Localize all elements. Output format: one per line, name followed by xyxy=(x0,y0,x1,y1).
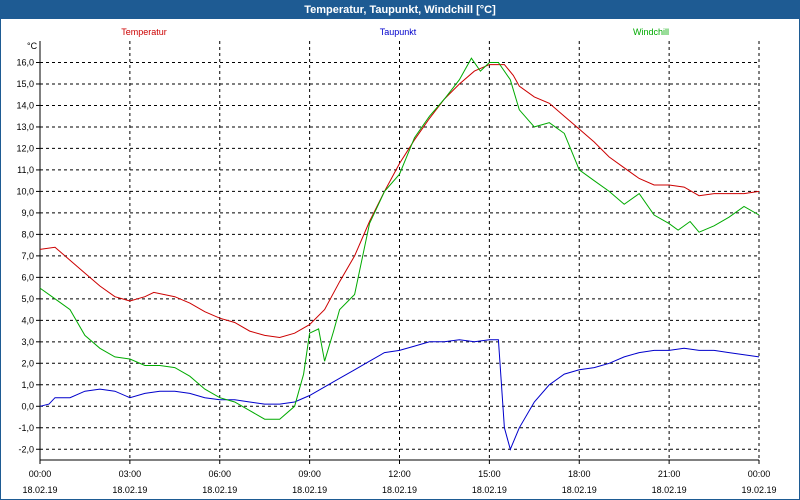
y-tick-label: 1,0 xyxy=(21,380,34,390)
x-tick-time: 15:00 xyxy=(478,469,501,479)
series-line-temperatur xyxy=(39,64,760,339)
y-tick-label: 16,0 xyxy=(16,57,34,67)
y-tick-label: 6,0 xyxy=(21,272,34,282)
y-tick-label: 0,0 xyxy=(21,401,34,411)
grid xyxy=(39,41,760,460)
legend-entry: Taupunkt xyxy=(380,27,417,37)
series-line-windchill xyxy=(39,57,760,420)
x-tick-date: 19.02.19 xyxy=(741,485,776,495)
x-axis-ticks: 00:00 18.02.19 03:00 18.02.19 06:00 18.02.19 0… xyxy=(22,460,777,495)
y-tick-label: 3,0 xyxy=(21,337,34,347)
y-tick-label: 2,0 xyxy=(21,358,34,368)
x-tick-time: 03:00 xyxy=(119,469,142,479)
x-tick-date: 18.02.19 xyxy=(22,485,57,495)
x-tick-date: 18.02.19 xyxy=(292,485,327,495)
y-tick-label: 10,0 xyxy=(16,186,34,196)
legend: Temperatur Taupunkt Windchill xyxy=(121,27,669,37)
x-tick-time: 12:00 xyxy=(388,469,411,479)
y-tick-label: 13,0 xyxy=(16,122,34,132)
y-tick-label: 4,0 xyxy=(21,315,34,325)
x-tick-date: 18.02.19 xyxy=(382,485,417,495)
series-lines xyxy=(39,57,760,451)
x-tick-date: 18.02.19 xyxy=(112,485,147,495)
y-tick-label: -2,0 xyxy=(18,444,34,454)
y-axis-label: °C xyxy=(27,41,38,51)
x-tick-time: 18:00 xyxy=(568,469,591,479)
x-tick-date: 18.02.19 xyxy=(562,485,597,495)
window-title: Temperatur, Taupunkt, Windchill [°C] xyxy=(1,1,799,19)
x-tick-date: 18.02.19 xyxy=(202,485,237,495)
x-tick-time: 00:00 xyxy=(29,469,52,479)
y-tick-label: 7,0 xyxy=(21,251,34,261)
legend-entry: Temperatur xyxy=(121,27,167,37)
x-tick-time: 21:00 xyxy=(658,469,681,479)
y-tick-label: 14,0 xyxy=(16,100,34,110)
y-tick-label: 8,0 xyxy=(21,229,34,239)
x-tick-time: 00:00 xyxy=(748,469,771,479)
x-tick-time: 06:00 xyxy=(208,469,231,479)
y-tick-label: 12,0 xyxy=(16,143,34,153)
x-tick-date: 18.02.19 xyxy=(652,485,687,495)
y-tick-label: -1,0 xyxy=(18,423,34,433)
y-axis-ticks: -2,0 -1,0 0,0 1,0 2,0 3,0 4,0 5,0 6,0 7,0 8,0 9,0 10… xyxy=(16,57,40,454)
series-line-taupunkt xyxy=(39,339,760,451)
y-tick-label: 5,0 xyxy=(21,294,34,304)
y-tick-label: 11,0 xyxy=(17,165,34,175)
y-tick-label: 9,0 xyxy=(21,208,34,218)
y-tick-label: 15,0 xyxy=(16,79,34,89)
x-tick-date: 18.02.19 xyxy=(472,485,507,495)
x-tick-time: 09:00 xyxy=(298,469,321,479)
legend-entry: Windchill xyxy=(633,27,669,37)
